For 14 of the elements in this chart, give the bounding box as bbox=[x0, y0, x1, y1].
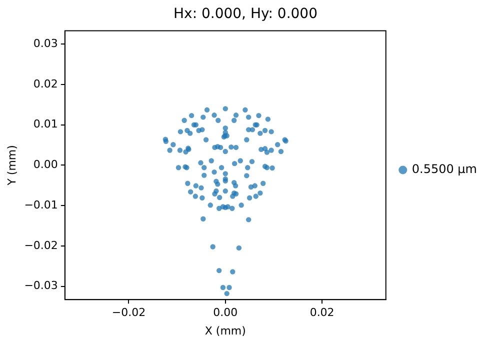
y-tick-label: −0.02 bbox=[24, 238, 58, 252]
y-axis-title: Y (mm) bbox=[5, 145, 18, 186]
y-tick-label: 0.03 bbox=[33, 36, 58, 50]
y-tick-label: −0.03 bbox=[24, 279, 58, 292]
x-tick-label: 0.02 bbox=[310, 306, 334, 320]
y-tick-label: −0.01 bbox=[24, 198, 58, 212]
y-tick-label: 0.00 bbox=[33, 158, 58, 172]
legend-label: 0.5500 µm bbox=[412, 162, 478, 176]
y-tick-label: 0.01 bbox=[33, 118, 58, 131]
y-tick-label: 0.02 bbox=[33, 77, 58, 90]
chart-title: Hx: 0.000, Hy: 0.000 bbox=[174, 6, 318, 22]
x-tick-label: −0.02 bbox=[112, 306, 146, 320]
x-axis-title: X (mm) bbox=[204, 324, 246, 338]
x-tick-label: 0.00 bbox=[213, 306, 238, 320]
